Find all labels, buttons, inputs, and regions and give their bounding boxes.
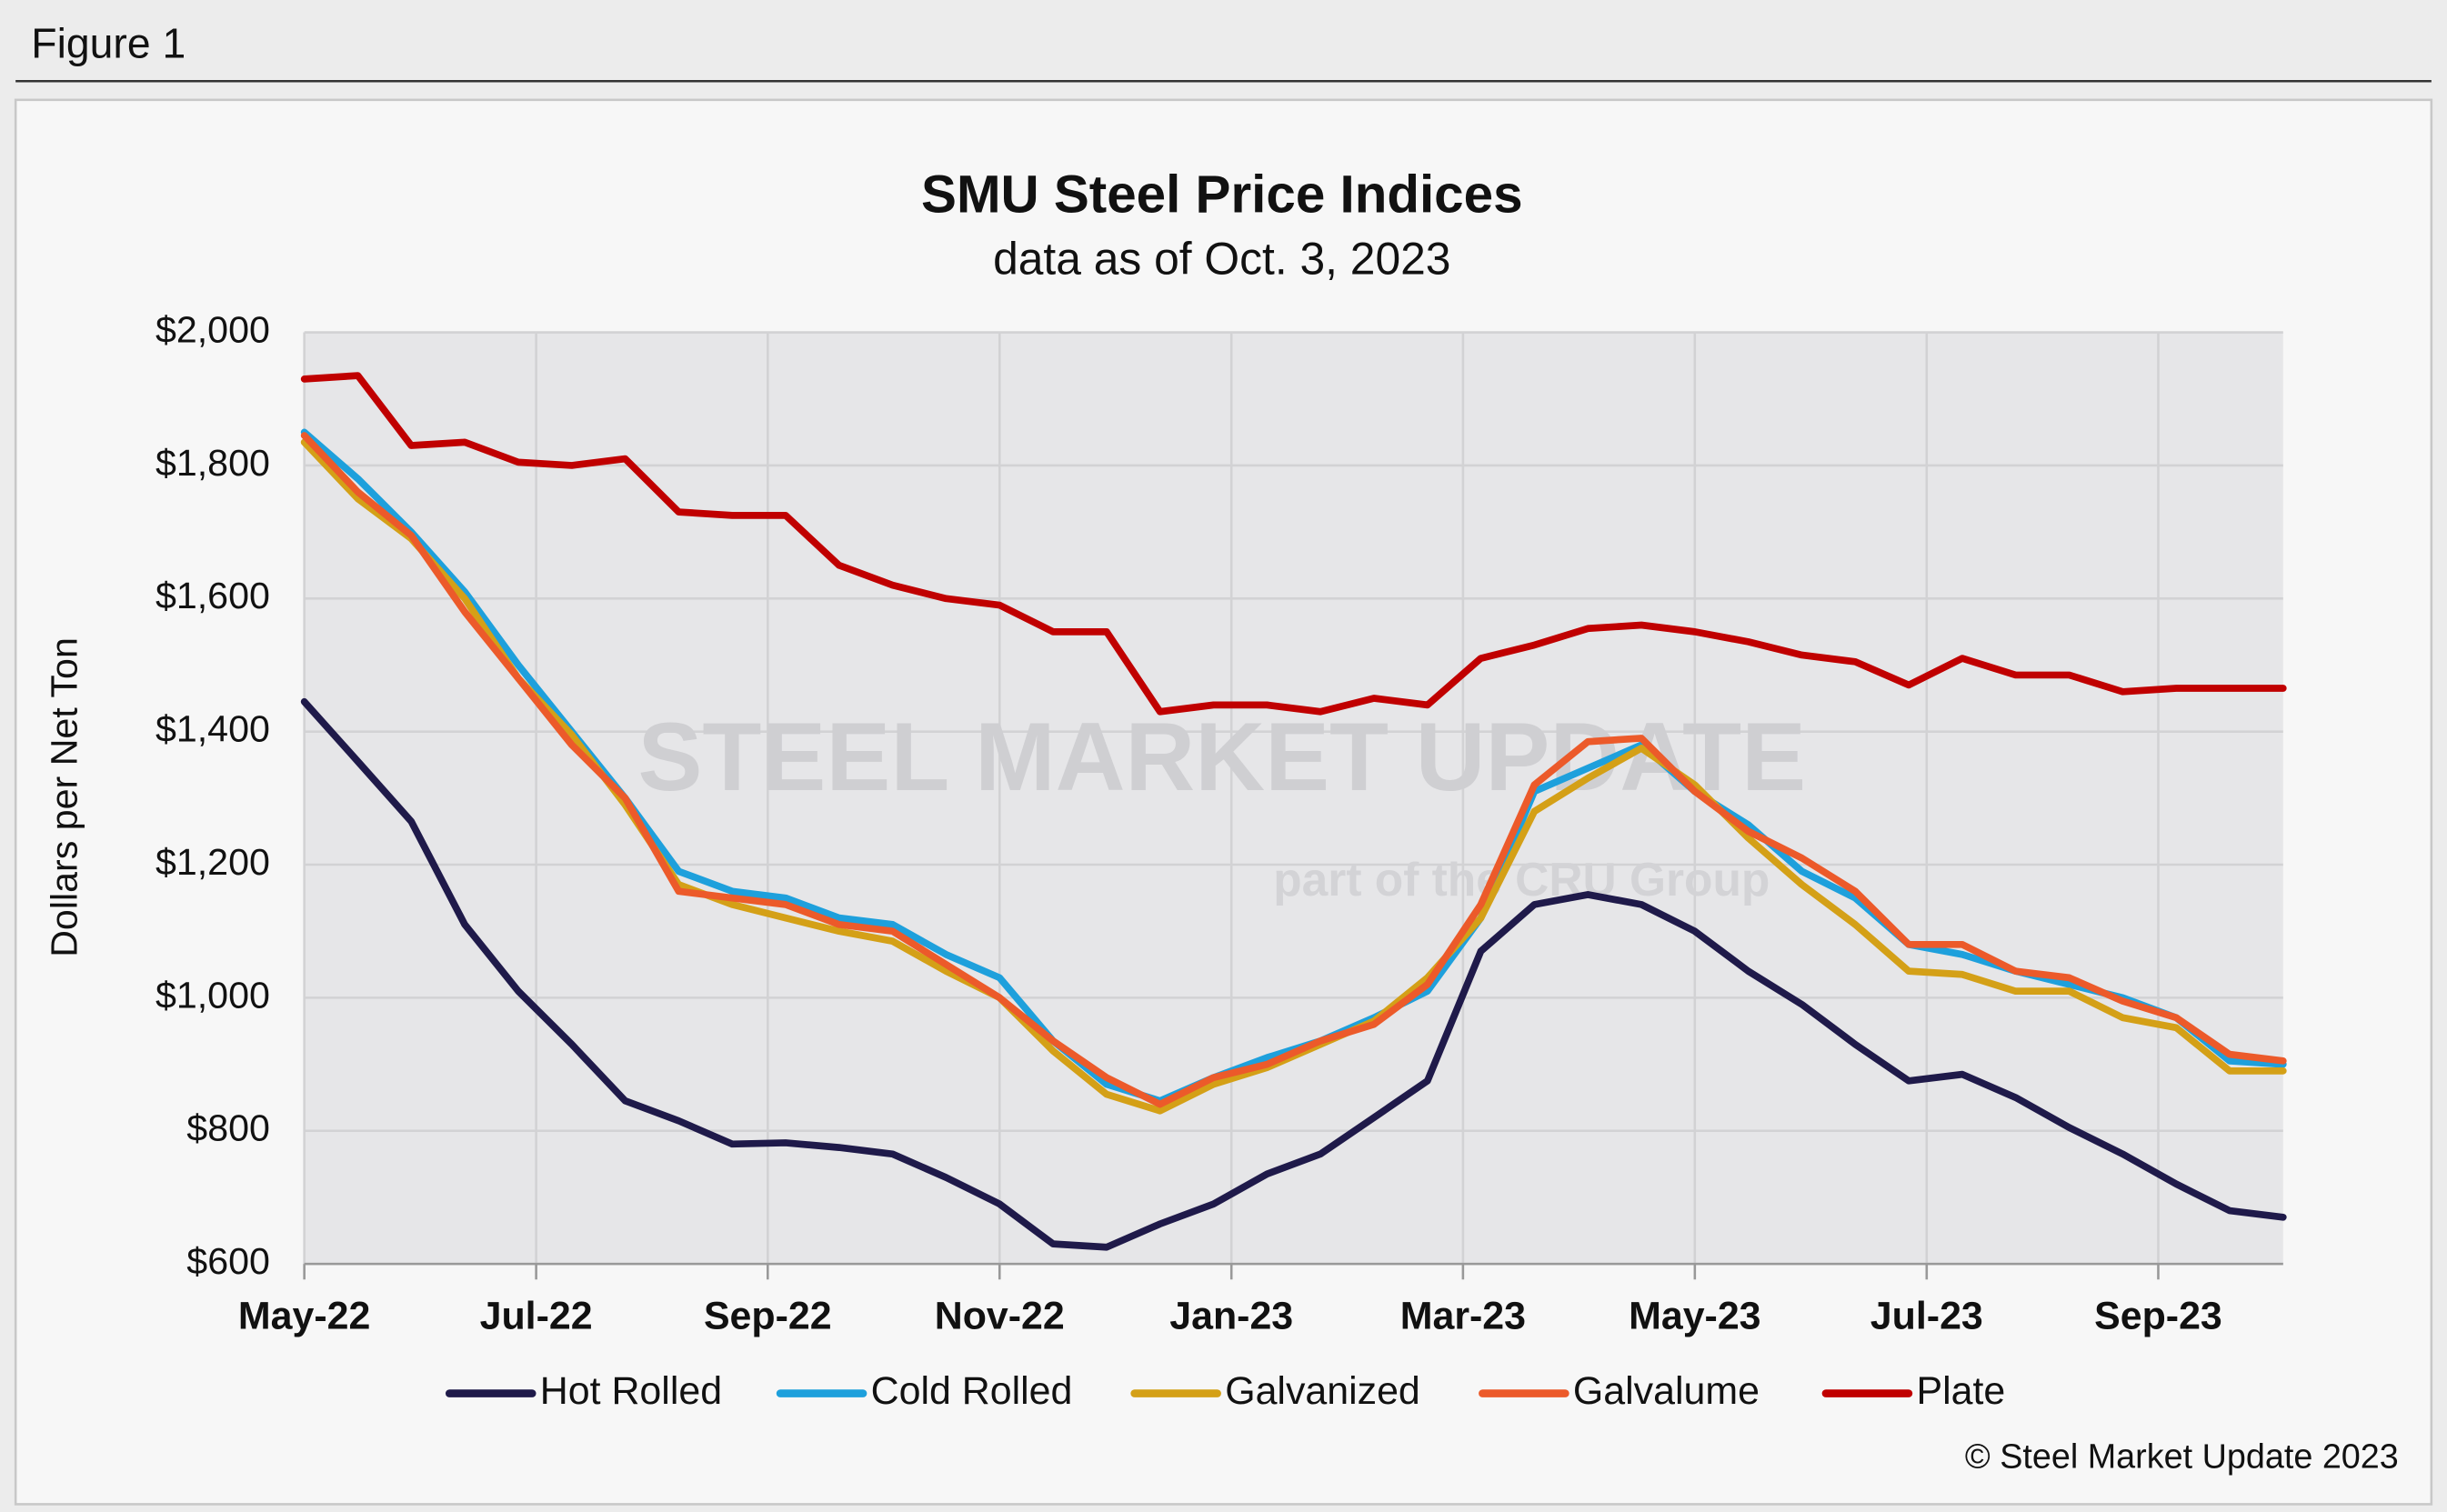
- watermark-sub: part of the CRU Group: [1273, 853, 1770, 906]
- x-tick-label: Sep-23: [2094, 1295, 2222, 1338]
- plot: [300, 372, 2287, 1251]
- y-tick-label: $1,000: [155, 974, 270, 1016]
- x-tick-label: Mar-23: [1400, 1295, 1526, 1338]
- x-tick-label: Sep-22: [704, 1295, 832, 1338]
- series-line: [300, 432, 2287, 1108]
- legend-label: Cold Rolled: [871, 1369, 1073, 1413]
- legend-label: Plate: [1916, 1369, 2005, 1413]
- x-tick-label: May-22: [238, 1295, 370, 1338]
- y-axis-label: Dollars per Net Ton: [44, 637, 85, 957]
- legend-label: Galvalume: [1573, 1369, 1760, 1413]
- x-tick-label: May-23: [1629, 1295, 1760, 1338]
- legend-label: Hot Rolled: [540, 1369, 722, 1413]
- chart-title: SMU Steel Price Indices: [921, 165, 1522, 224]
- figure-label: Figure 1: [31, 20, 186, 67]
- chart-subtitle: data as of Oct. 3, 2023: [993, 233, 1450, 284]
- series-line: [300, 697, 2287, 1251]
- x-tick-label: Jul-23: [1870, 1295, 1983, 1338]
- series-line: [300, 372, 2287, 716]
- y-tick-label: $800: [186, 1107, 270, 1149]
- y-tick-label: $600: [186, 1240, 270, 1282]
- x-tick-label: Nov-22: [935, 1295, 1065, 1338]
- y-tick-label: $1,200: [155, 841, 270, 883]
- y-tick-label: $1,600: [155, 575, 270, 616]
- x-tick-label: Jul-22: [480, 1295, 593, 1338]
- y-tick-label: $2,000: [155, 308, 270, 350]
- x-tick-label: Jan-23: [1169, 1295, 1293, 1338]
- plot-area: [304, 332, 2283, 1265]
- copyright: © Steel Market Update 2023: [1965, 1437, 2399, 1476]
- legend-label: Galvanized: [1225, 1369, 1420, 1413]
- y-tick-label: $1,800: [155, 442, 270, 484]
- y-tick-label: $1,400: [155, 708, 270, 750]
